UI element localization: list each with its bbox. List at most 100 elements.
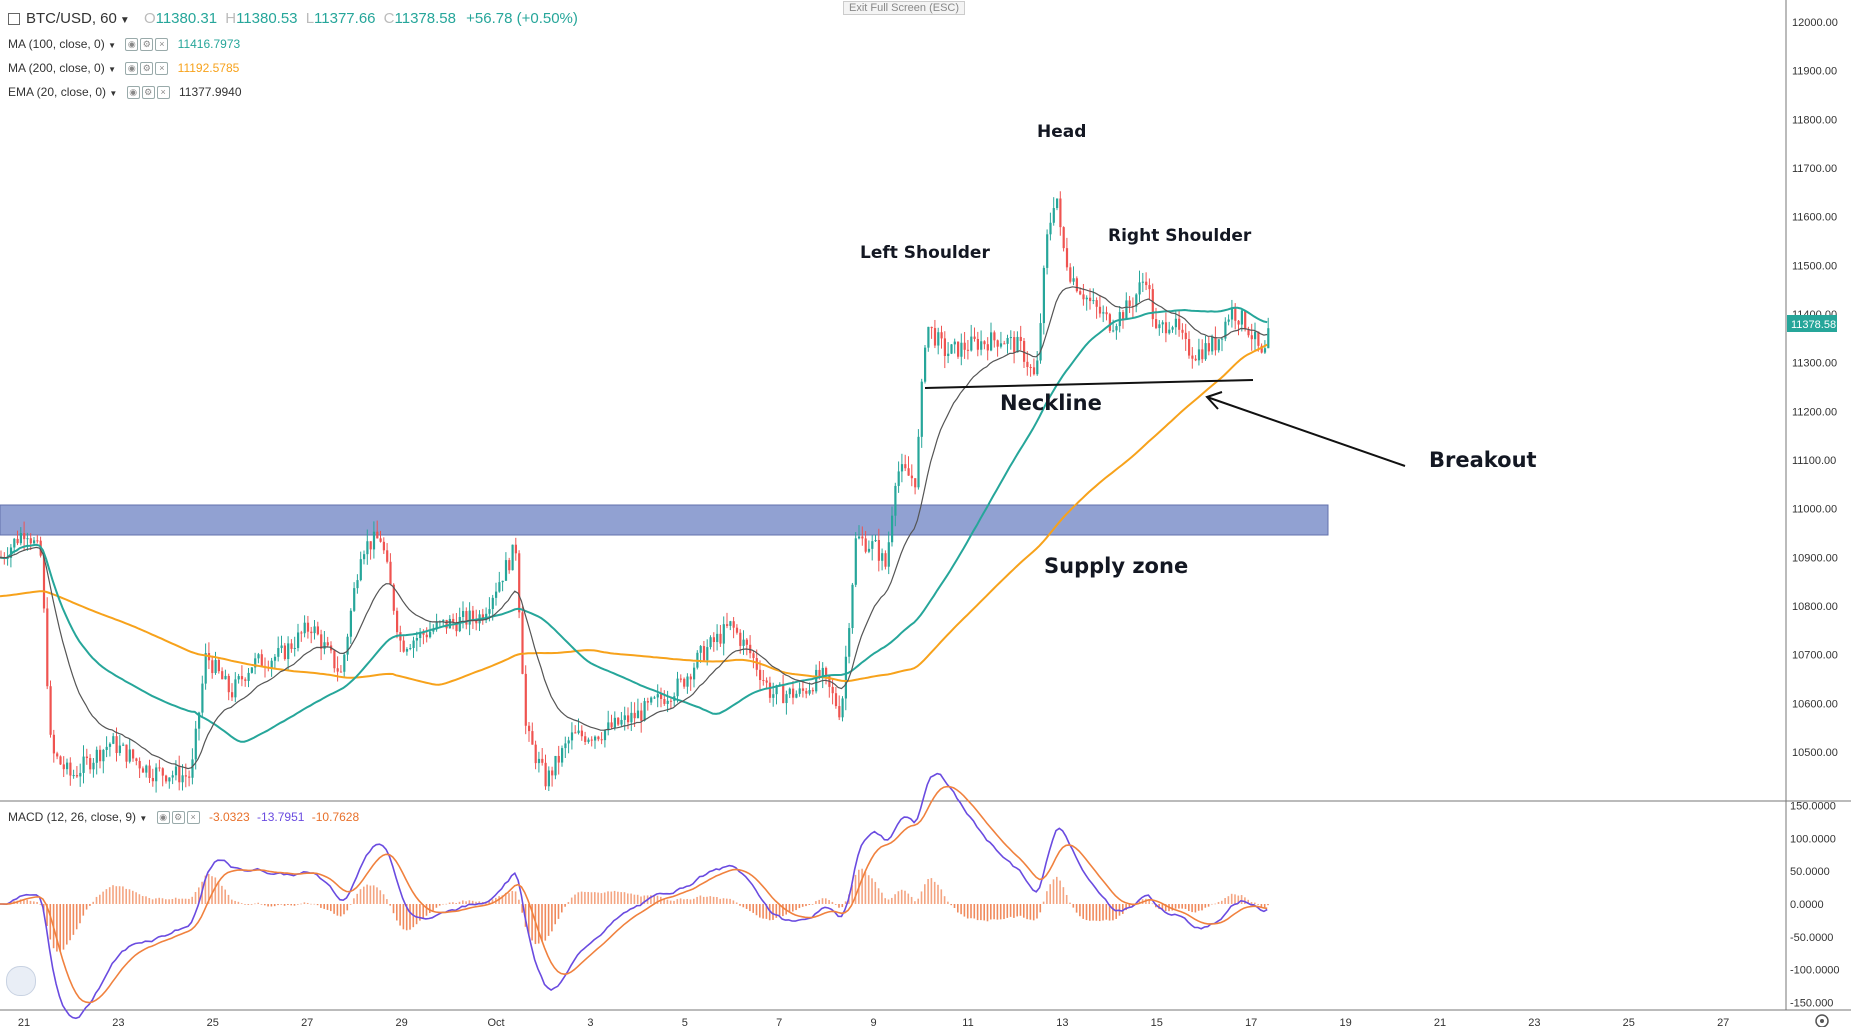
candle-body xyxy=(148,765,151,778)
chevron-down-icon[interactable]: ▼ xyxy=(139,814,148,823)
macd-legend[interactable]: MACD (12, 26, close, 9) ▼ ◉ ⚙ × -3.0323 -1… xyxy=(8,810,359,825)
candle-body xyxy=(1108,314,1111,331)
candle-body xyxy=(1174,318,1177,328)
settings-gear-icon[interactable] xyxy=(1815,1014,1829,1027)
macd-hist-bar xyxy=(765,904,768,919)
exit-fullscreen-button[interactable]: Exit Full Screen (ESC) xyxy=(843,1,966,15)
time-axis-label: 23 xyxy=(112,1017,124,1027)
candle-body xyxy=(960,342,963,357)
candle-body xyxy=(1046,234,1049,268)
macd-hist-bar xyxy=(247,904,250,905)
macd-hist-bar xyxy=(547,904,550,936)
indicator-row-ma200[interactable]: MA (200, close, 0) ▼ ◉ ⚙ × 11192.5785 xyxy=(8,61,239,76)
visibility-icon[interactable]: ◉ xyxy=(125,62,139,76)
candle-body xyxy=(1003,343,1006,345)
settings-icon[interactable]: ⚙ xyxy=(140,38,154,52)
visibility-icon[interactable]: ◉ xyxy=(126,86,140,100)
macd-hist-bar xyxy=(1046,891,1048,904)
candle-body xyxy=(722,624,725,644)
macd-axis[interactable]: 150.0000 100.0000 50.0000 0.0000 -50.0000 -10… xyxy=(1790,801,1840,1010)
price-axis-label: 12000.00 xyxy=(1792,17,1838,29)
macd-hist-bar xyxy=(59,904,61,952)
macd-hist-bar xyxy=(999,904,1002,920)
macd-hist-bar xyxy=(323,904,325,909)
macd-hist-bar xyxy=(475,901,477,904)
candle-body xyxy=(432,629,435,632)
macd-hist-bar xyxy=(867,875,870,904)
settings-icon[interactable]: ⚙ xyxy=(171,811,185,825)
close-icon[interactable]: × xyxy=(155,62,169,76)
candle-body xyxy=(287,643,290,660)
macd-hist-bar xyxy=(851,885,853,904)
candle-body xyxy=(1128,300,1131,307)
indicator-buttons[interactable]: ◉ ⚙ × xyxy=(126,85,172,100)
candle-body xyxy=(772,694,775,698)
price-axis-label: 10700.00 xyxy=(1792,650,1838,662)
indicator-buttons[interactable]: ◉ ⚙ × xyxy=(125,37,170,52)
indicator-row-ema20[interactable]: EMA (20, close, 0) ▼ ◉ ⚙ × 11377.9940 xyxy=(8,85,242,100)
macd-hist-bar xyxy=(303,902,306,904)
time-axis[interactable]: 21 23 25 27 29 Oct 3 5 7 9 11 13 15 17 19 21 23 25 27 xyxy=(18,1017,1729,1027)
indicator-label: EMA (20, close, 0) xyxy=(8,85,107,99)
close-label: C xyxy=(383,10,395,27)
macd-hist-bar xyxy=(254,903,256,905)
candle-body xyxy=(848,628,851,657)
macd-hist-bar xyxy=(92,901,94,904)
candle-body xyxy=(376,531,379,539)
macd-hist-bar xyxy=(1161,904,1164,910)
macd-hist-bar xyxy=(742,904,745,908)
collapse-icon[interactable] xyxy=(8,13,20,26)
candle-body xyxy=(277,648,280,657)
settings-icon[interactable]: ⚙ xyxy=(140,62,154,76)
close-icon[interactable]: × xyxy=(155,38,169,52)
candle-body xyxy=(270,660,273,668)
header-bar: BTC/USD, 60 ▼ O11380.31 H11380.53 L11377.… xyxy=(8,10,578,27)
candle-body xyxy=(976,338,979,350)
candle-body xyxy=(656,694,659,698)
close-icon[interactable]: × xyxy=(156,86,170,100)
chevron-down-icon[interactable]: ▼ xyxy=(108,65,116,74)
candle-body xyxy=(861,536,864,539)
candle-body xyxy=(244,679,247,681)
chevron-down-icon[interactable]: ▼ xyxy=(109,89,118,98)
macd-hist-bar xyxy=(1013,904,1015,918)
settings-icon[interactable]: ⚙ xyxy=(141,86,155,100)
macd-hist-bar xyxy=(808,904,811,905)
candle-body xyxy=(726,624,729,626)
candle-body xyxy=(402,640,405,652)
indicator-buttons[interactable]: ◉ ⚙ × xyxy=(156,810,202,825)
candle-body xyxy=(841,698,844,718)
candle-body xyxy=(561,748,564,763)
visibility-icon[interactable]: ◉ xyxy=(156,811,170,825)
macd-hist-bar xyxy=(587,891,589,904)
close-icon[interactable]: × xyxy=(186,811,200,825)
price-axis-label: 11000.00 xyxy=(1792,504,1837,516)
macd-hist-bar xyxy=(155,898,157,904)
time-axis-label: 21 xyxy=(18,1017,30,1027)
macd-hist-bar xyxy=(1039,904,1042,913)
macd-hist-bar xyxy=(115,886,118,904)
macd-hist-bar xyxy=(231,899,233,904)
symbol-label[interactable]: BTC/USD, 60 xyxy=(26,10,117,27)
macd-hist-bar xyxy=(564,904,566,907)
tradingview-logo-icon[interactable] xyxy=(6,966,36,996)
visibility-icon[interactable]: ◉ xyxy=(125,38,139,52)
candle-body xyxy=(1095,300,1098,307)
indicator-buttons[interactable]: ◉ ⚙ × xyxy=(125,61,170,76)
chevron-down-icon[interactable]: ▼ xyxy=(108,41,116,50)
candle-body xyxy=(471,610,475,620)
indicator-row-ma100[interactable]: MA (100, close, 0) ▼ ◉ ⚙ × 11416.7973 xyxy=(8,37,240,52)
candle-body xyxy=(904,464,907,469)
price-axis[interactable]: 12000.00 11900.00 11800.00 11700.00 11600.00… xyxy=(1792,17,1838,759)
macd-hist-bar xyxy=(739,904,741,906)
candle-body xyxy=(19,533,22,544)
macd-hist-bar xyxy=(594,892,596,904)
macd-hist-bar xyxy=(844,901,847,904)
time-axis-label: 27 xyxy=(1717,1017,1729,1027)
chevron-down-icon[interactable]: ▼ xyxy=(119,15,130,26)
candle-body xyxy=(844,656,847,699)
candle-body xyxy=(937,332,940,346)
macd-hist-bar xyxy=(917,898,919,904)
macd-hist-bar xyxy=(356,893,358,904)
